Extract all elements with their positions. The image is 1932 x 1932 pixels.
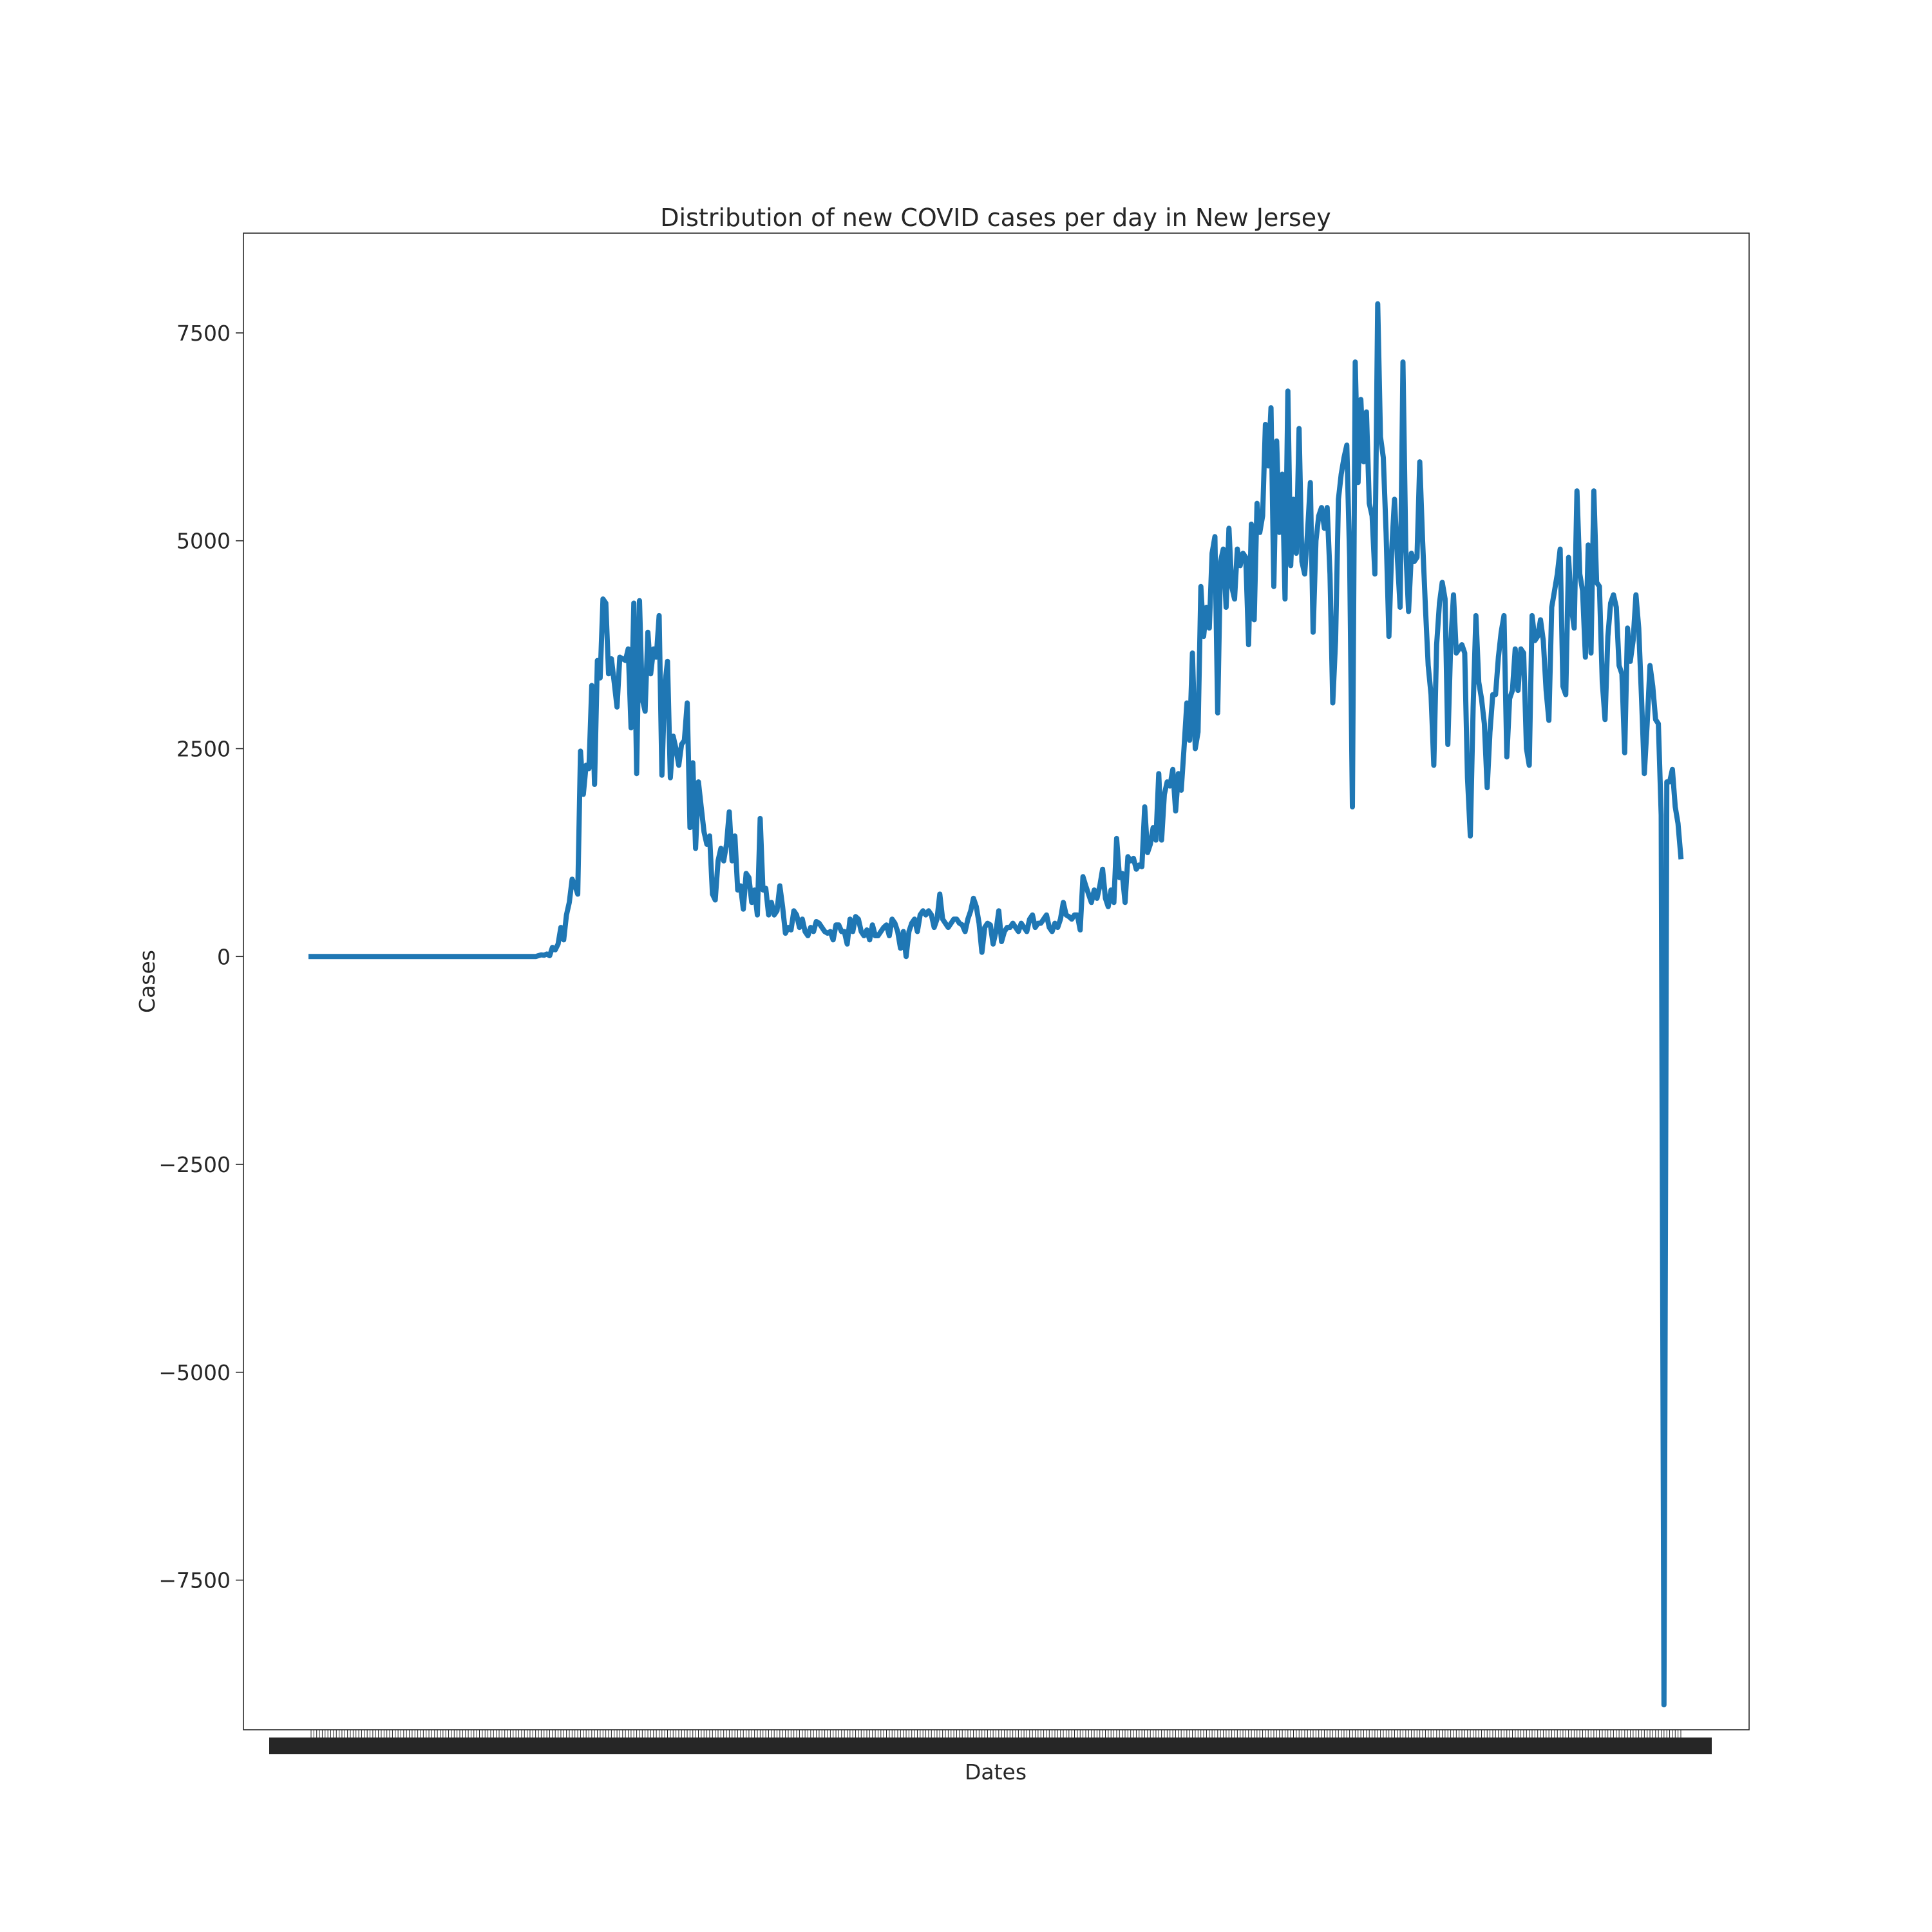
y-tick-label: −5000	[158, 1360, 231, 1385]
y-tick-label: −2500	[158, 1152, 231, 1177]
x-tick-labels-overlapped	[269, 1738, 1712, 1754]
y-tick-label: −7500	[158, 1568, 231, 1593]
y-tick-label: 2500	[176, 736, 231, 761]
y-tick-label: 7500	[176, 321, 231, 346]
y-tick-label: 0	[217, 944, 231, 969]
y-axis-label: Cases	[135, 950, 160, 1013]
y-axis-ticks: −7500 −5000 −2500 0 2500 5000 7500	[158, 321, 243, 1593]
x-axis-ticks	[269, 1730, 1712, 1754]
y-tick-label: 5000	[176, 529, 231, 554]
plot-area-frame	[243, 232, 1750, 1730]
chart-title: Distribution of new COVID cases per day …	[660, 204, 1331, 232]
series-line-new-cases	[308, 301, 1684, 1708]
x-axis-label: Dates	[965, 1759, 1027, 1785]
